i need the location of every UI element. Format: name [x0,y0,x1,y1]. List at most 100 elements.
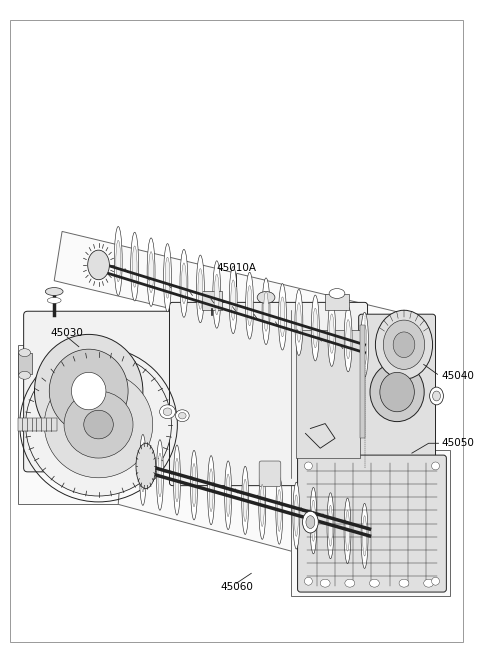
Ellipse shape [25,353,171,496]
Bar [18,418,57,432]
Ellipse shape [393,332,415,358]
Text: 45040: 45040 [442,371,474,381]
Ellipse shape [302,512,318,533]
Ellipse shape [432,391,441,401]
Ellipse shape [213,261,221,328]
Text: 45010A: 45010A [216,263,256,273]
Ellipse shape [132,246,137,287]
Ellipse shape [346,320,350,359]
Ellipse shape [215,274,219,314]
Ellipse shape [310,487,317,554]
Ellipse shape [362,326,367,364]
Bar [325,295,349,310]
Ellipse shape [304,577,312,585]
Ellipse shape [295,290,303,356]
Ellipse shape [243,479,247,521]
Ellipse shape [165,257,170,298]
Ellipse shape [327,493,334,559]
Bar [18,345,200,504]
Ellipse shape [278,284,287,350]
Ellipse shape [424,579,433,587]
Ellipse shape [432,462,440,470]
Ellipse shape [116,240,120,282]
Ellipse shape [320,579,330,587]
Ellipse shape [149,252,154,293]
Ellipse shape [191,451,197,520]
Ellipse shape [259,472,266,539]
Ellipse shape [432,577,440,585]
Ellipse shape [297,303,301,342]
Ellipse shape [231,280,236,320]
Ellipse shape [48,297,61,303]
Ellipse shape [262,278,270,345]
Bar [360,325,365,438]
Ellipse shape [344,307,352,372]
Ellipse shape [208,456,215,525]
Ellipse shape [360,312,369,377]
Ellipse shape [260,485,264,527]
Ellipse shape [114,227,122,295]
Ellipse shape [64,391,133,458]
Bar [296,330,360,458]
Ellipse shape [49,349,128,433]
Ellipse shape [362,515,367,556]
Bar [291,450,450,596]
Ellipse shape [147,238,155,307]
Ellipse shape [277,490,281,531]
Text: 45060: 45060 [220,582,253,592]
Ellipse shape [136,443,156,489]
Ellipse shape [174,445,180,515]
Ellipse shape [181,263,186,304]
Ellipse shape [370,579,379,587]
Ellipse shape [312,295,319,361]
Ellipse shape [45,288,63,295]
Ellipse shape [306,515,315,529]
Ellipse shape [430,387,444,405]
Ellipse shape [139,434,146,506]
Ellipse shape [328,301,336,366]
Ellipse shape [361,504,368,569]
Ellipse shape [344,498,351,563]
Ellipse shape [35,335,143,448]
Ellipse shape [380,372,414,412]
Ellipse shape [257,291,275,303]
FancyBboxPatch shape [359,314,435,473]
Bar [202,291,222,310]
Ellipse shape [84,410,113,439]
Ellipse shape [229,267,237,333]
Polygon shape [118,432,389,576]
Ellipse shape [209,469,213,512]
Ellipse shape [242,466,249,534]
Bar [18,352,32,374]
Text: 45050: 45050 [442,438,474,448]
Ellipse shape [247,286,252,326]
Ellipse shape [180,250,188,317]
Ellipse shape [312,500,315,541]
Ellipse shape [88,250,109,280]
Ellipse shape [160,405,175,419]
Ellipse shape [196,255,204,323]
Ellipse shape [264,291,268,331]
FancyBboxPatch shape [24,311,184,472]
Ellipse shape [72,372,106,410]
Ellipse shape [345,579,355,587]
Ellipse shape [226,474,230,517]
Ellipse shape [179,413,186,419]
Ellipse shape [276,477,283,544]
Ellipse shape [346,510,349,551]
Ellipse shape [304,462,312,470]
Ellipse shape [313,309,318,348]
Ellipse shape [164,244,171,312]
Ellipse shape [329,314,334,353]
Ellipse shape [19,348,31,356]
Ellipse shape [370,362,424,422]
Ellipse shape [163,408,172,415]
Polygon shape [54,231,432,369]
Ellipse shape [141,448,145,492]
Ellipse shape [399,579,409,587]
Ellipse shape [19,371,31,379]
FancyBboxPatch shape [169,303,368,485]
Ellipse shape [328,505,333,546]
Ellipse shape [375,310,432,379]
Ellipse shape [280,297,285,337]
